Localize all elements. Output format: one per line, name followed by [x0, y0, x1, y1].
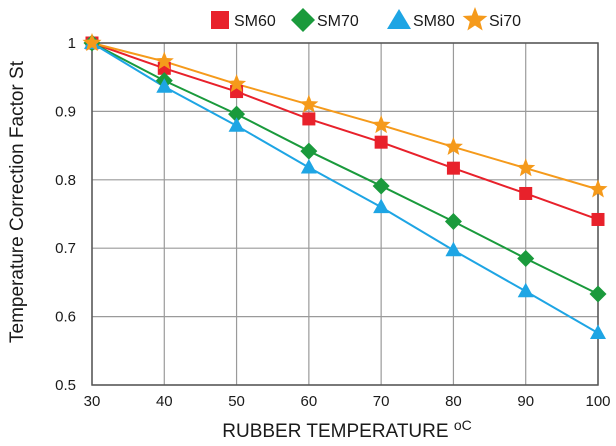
x-axis-title: RUBBER TEMPERATURE oC — [222, 417, 471, 442]
data-point-sm80 — [517, 282, 534, 298]
data-point-sm70 — [300, 142, 318, 160]
legend-marker-sm60 — [211, 11, 229, 29]
x-tick-label: 30 — [84, 393, 101, 410]
x-axis-unit: oC — [454, 417, 472, 433]
data-point-sm70 — [517, 249, 535, 267]
legend-marker-sm70 — [291, 8, 315, 32]
data-point-si70 — [82, 33, 102, 52]
y-tick-label: 0.6 — [55, 309, 76, 326]
data-point-sm70 — [228, 105, 246, 123]
legend: SM60 SM70 SM80 Si70 — [211, 7, 521, 32]
data-point-sm60 — [591, 212, 605, 226]
y-tick-label: 1 — [68, 35, 76, 52]
data-point-si70 — [443, 136, 463, 156]
data-point-sm70 — [444, 213, 462, 231]
data-point-sm80 — [445, 241, 462, 257]
data-point-si70 — [516, 158, 536, 177]
x-axis-title-text: RUBBER TEMPERATURE — [222, 421, 448, 442]
series-line-si70 — [91, 42, 599, 191]
x-tick-label: 60 — [301, 393, 318, 410]
x-tick-label: 50 — [228, 393, 245, 410]
series-line-sm80 — [91, 42, 599, 334]
data-point-sm60 — [302, 112, 316, 126]
series-line-sm60 — [91, 42, 599, 221]
data-point-sm80 — [300, 158, 317, 174]
data-point-sm80 — [156, 78, 173, 93]
data-point-sm70 — [372, 177, 390, 195]
y-tick-labels: 0.5 0.6 0.7 0.8 0.9 1 — [55, 35, 76, 394]
x-tick-label: 90 — [517, 393, 534, 410]
series-layer — [82, 33, 608, 340]
x-tick-label: 80 — [445, 393, 462, 410]
data-point-sm70 — [589, 285, 607, 303]
legend-marker-sm80 — [387, 9, 411, 29]
legend-marker-si70 — [462, 7, 488, 31]
legend-label-sm60: SM60 — [234, 13, 276, 30]
data-point-si70 — [227, 74, 247, 93]
grid — [91, 42, 599, 386]
plot-frame — [91, 42, 599, 386]
data-point-si70 — [154, 51, 174, 70]
legend-label-sm70: SM70 — [317, 13, 359, 30]
legend-label-sm80: SM80 — [413, 13, 455, 30]
data-point-sm80 — [590, 324, 606, 340]
y-axis-title: Temperature Correction Factor St — [7, 60, 28, 343]
data-point-sm60 — [374, 135, 388, 149]
x-tick-label: 70 — [373, 393, 390, 410]
x-tick-label: 100 — [585, 393, 610, 410]
data-point-sm60 — [519, 186, 533, 200]
legend-label-si70: Si70 — [489, 13, 521, 30]
data-point-sm60 — [446, 161, 460, 175]
y-tick-label: 0.9 — [55, 103, 76, 120]
y-tick-label: 0.5 — [55, 377, 76, 394]
x-tick-label: 40 — [156, 393, 173, 410]
series-line-sm70 — [91, 42, 599, 295]
y-tick-label: 0.8 — [55, 172, 76, 189]
data-point-sm80 — [373, 198, 390, 214]
data-point-si70 — [588, 179, 608, 198]
data-point-sm80 — [228, 117, 245, 132]
y-tick-label: 0.7 — [55, 240, 76, 257]
x-tick-labels: 30 40 50 60 70 80 90 100 — [84, 393, 611, 410]
data-point-si70 — [299, 94, 319, 113]
data-point-si70 — [371, 115, 391, 134]
